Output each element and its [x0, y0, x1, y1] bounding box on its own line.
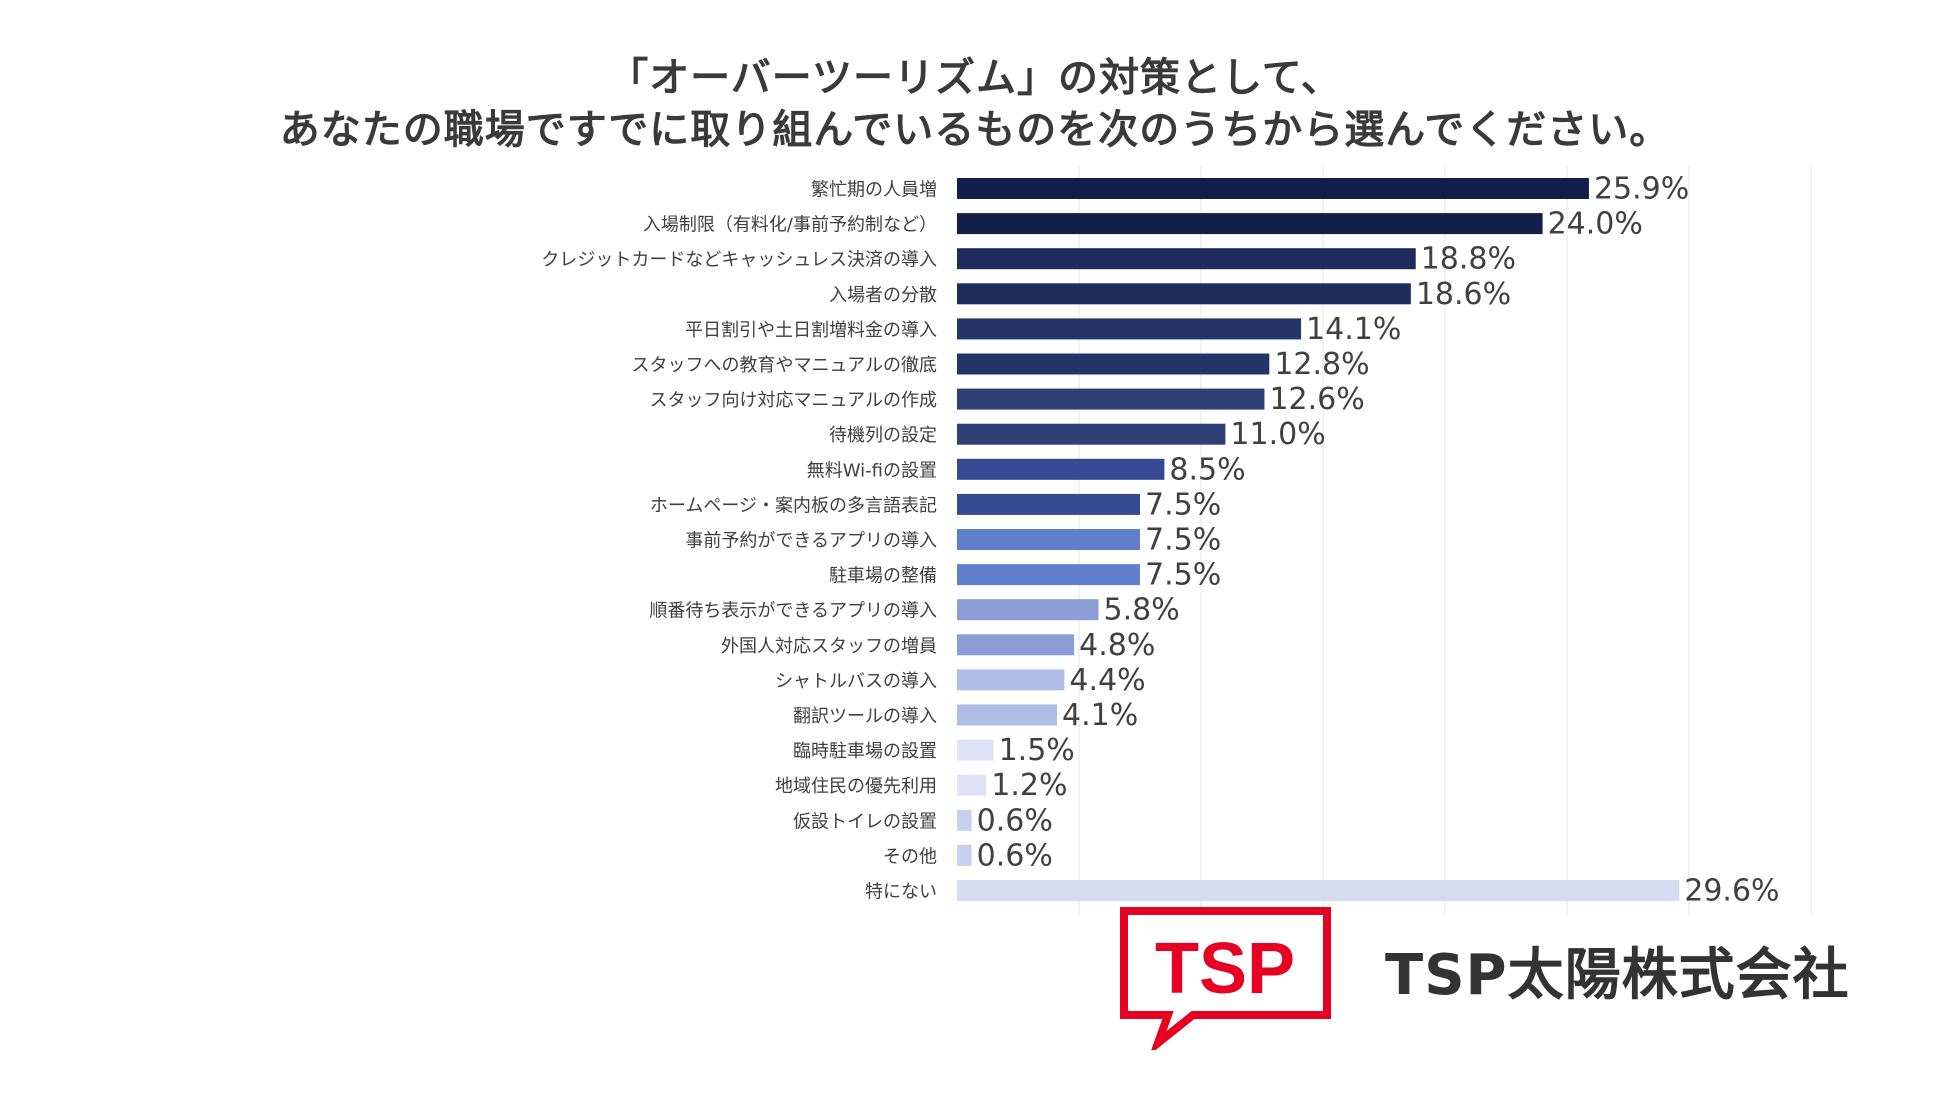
value-label: 7.5% [1145, 523, 1221, 558]
category-label: クレジットカードなどキャッシュレス決済の導入 [541, 250, 937, 271]
bar [957, 599, 1099, 621]
bar [957, 880, 1680, 901]
bar [957, 564, 1140, 586]
value-label: 4.4% [1069, 663, 1145, 698]
category-label: 外国人対応スタッフの増員 [721, 636, 937, 657]
value-label: 0.6% [977, 803, 1053, 838]
bar [957, 739, 994, 761]
value-label: 1.2% [991, 768, 1067, 803]
value-label: 0.6% [977, 838, 1053, 873]
logo-speech-bubble [1120, 907, 1331, 1050]
category-label: シャトルバスの導入 [775, 671, 937, 692]
bar [957, 634, 1075, 656]
chart-title-line-2: あなたの職場ですでに取り組んでいるものを次のうちから選んでください。 [279, 107, 1671, 153]
category-label: 無料Wi-fiの設置 [807, 460, 937, 481]
value-label: 7.5% [1145, 487, 1221, 522]
chart-title-line-1: 「オーバーツーリズム」の対策として、 [608, 55, 1342, 101]
category-label: スタッフへの教育やマニュアルの徹底 [632, 355, 937, 376]
category-label: ホームページ・案内板の多言語表記 [650, 495, 937, 516]
category-label: 事前予約ができるアプリの導入 [685, 531, 937, 552]
category-label: 繁忙期の人員増 [811, 180, 937, 201]
tsp-logo: TSP [1120, 907, 1331, 1050]
category-label: 地域住民の優先利用 [775, 776, 937, 797]
bar [957, 388, 1265, 410]
category-label: その他 [883, 846, 937, 867]
value-label: 25.9% [1594, 172, 1689, 207]
value-label: 14.1% [1306, 312, 1401, 347]
category-label: 駐車場の整備 [829, 566, 937, 587]
bar [957, 318, 1302, 340]
category-label: 仮設トイレの設置 [793, 811, 937, 832]
company-name: TSP太陽株式会社 [1385, 943, 1850, 1008]
category-label: 入場者の分散 [829, 285, 937, 306]
category-label: スタッフ向け対応マニュアルの作成 [650, 390, 937, 411]
bar [957, 423, 1226, 445]
value-label: 18.8% [1421, 242, 1516, 277]
value-label: 8.5% [1169, 452, 1245, 487]
value-label: 24.0% [1548, 207, 1643, 242]
bar [957, 248, 1416, 270]
value-label: 12.6% [1269, 382, 1364, 417]
value-label: 1.5% [999, 733, 1075, 768]
category-label: 入場制限（有料化/事前予約制など） [643, 215, 937, 236]
category-label: 順番待ち表示ができるアプリの導入 [649, 601, 937, 622]
value-label: 4.8% [1079, 628, 1155, 663]
value-label: 18.6% [1416, 277, 1511, 312]
value-label: 12.8% [1274, 347, 1369, 382]
bar [957, 353, 1270, 375]
bar [957, 458, 1165, 480]
bar [957, 493, 1140, 515]
value-label: 29.6% [1684, 874, 1779, 909]
category-label: 特にない [865, 882, 937, 903]
bar [957, 809, 972, 831]
bar [957, 178, 1589, 199]
bar [957, 529, 1140, 550]
bar [957, 213, 1543, 235]
category-label: 平日割引や土日割増料金の導入 [685, 320, 937, 341]
bar [957, 774, 987, 796]
category-label: 待機列の設定 [829, 425, 937, 446]
bar [957, 704, 1058, 726]
category-label: 翻訳ツールの導入 [793, 706, 937, 727]
value-label: 11.0% [1230, 417, 1325, 452]
value-label: 5.8% [1104, 593, 1180, 628]
bar [957, 283, 1411, 305]
value-label: 7.5% [1145, 558, 1221, 593]
value-label: 4.1% [1062, 698, 1138, 733]
bar [957, 669, 1065, 691]
logo-text: TSP [1155, 929, 1295, 1009]
category-label: 臨時駐車場の設置 [793, 741, 937, 762]
bar [957, 844, 972, 866]
